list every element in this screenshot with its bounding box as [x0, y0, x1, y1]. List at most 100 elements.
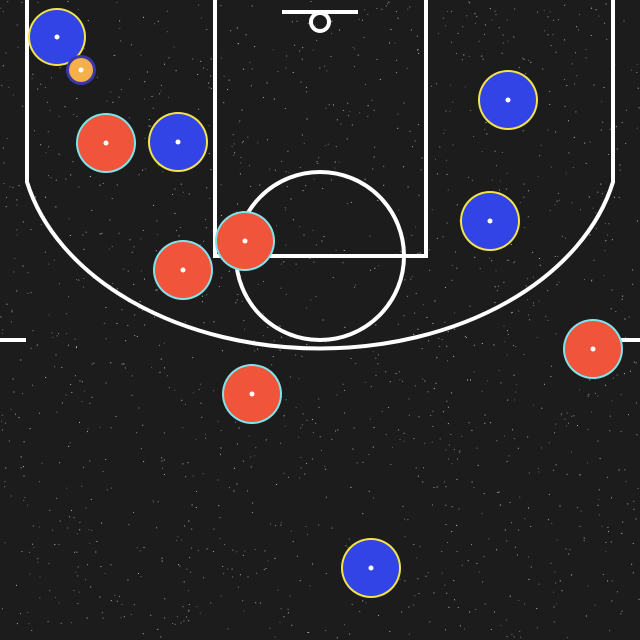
blue-player[interactable]: [460, 191, 520, 251]
floor-speckle: [48, 314, 50, 316]
floor-speckle: [110, 362, 112, 364]
floor-speckle: [435, 158, 436, 160]
floor-speckle: [439, 146, 441, 148]
red-player[interactable]: [76, 113, 136, 173]
blue-player[interactable]: [148, 112, 208, 172]
floor-speckle: [482, 58, 484, 60]
floor-speckle: [273, 340, 275, 342]
floor-speckle: [371, 99, 373, 101]
floor-speckle: [464, 335, 466, 337]
floor-speckle: [514, 438, 516, 440]
floor-speckle: [609, 630, 611, 632]
floor-speckle: [287, 150, 289, 152]
floor-speckle: [566, 425, 567, 427]
floor-speckle: [99, 233, 101, 235]
floor-speckle: [442, 17, 444, 19]
floor-speckle: [74, 551, 75, 553]
floor-speckle: [291, 21, 293, 23]
floor-speckle: [364, 178, 366, 180]
floor-speckle: [115, 415, 117, 417]
floor-speckle: [543, 9, 545, 11]
red-player[interactable]: [153, 240, 213, 300]
floor-speckle: [451, 531, 453, 533]
floor-speckle: [163, 342, 165, 344]
floor-speckle: [228, 270, 230, 272]
floor-speckle: [0, 7, 2, 9]
floor-speckle: [445, 449, 447, 451]
floor-speckle: [142, 633, 144, 635]
red-player[interactable]: [222, 364, 282, 424]
floor-speckle: [312, 229, 314, 231]
floor-speckle: [69, 235, 71, 236]
floor-speckle: [454, 599, 455, 601]
blue-player[interactable]: [341, 538, 401, 598]
floor-speckle: [23, 500, 25, 501]
floor-speckle: [533, 305, 535, 306]
floor-speckle: [28, 623, 30, 625]
red-player[interactable]: [563, 319, 623, 379]
floor-speckle: [2, 11, 4, 13]
floor-speckle: [511, 634, 513, 635]
floor-speckle: [611, 497, 612, 499]
blue-player[interactable]: [478, 70, 538, 130]
floor-speckle: [203, 67, 205, 69]
floor-speckle: [558, 199, 560, 201]
floor-speckle: [377, 199, 379, 201]
floor-speckle: [530, 566, 532, 568]
blue-player[interactable]: [28, 8, 86, 66]
floor-speckle: [621, 610, 623, 612]
floor-speckle: [168, 57, 170, 59]
floor-speckle: [595, 392, 596, 394]
floor-speckle: [49, 109, 51, 111]
floor-speckle: [372, 446, 374, 448]
floor-speckle: [265, 568, 267, 569]
floor-speckle: [54, 544, 56, 546]
floor-speckle: [476, 447, 478, 449]
floor-speckle: [240, 275, 242, 277]
floor-speckle: [128, 524, 130, 526]
floor-speckle: [409, 130, 411, 132]
floor-speckle: [571, 574, 573, 576]
floor-speckle: [633, 508, 635, 510]
floor-speckle: [87, 428, 89, 430]
floor-speckle: [302, 190, 304, 192]
floor-speckle: [345, 545, 347, 547]
floor-speckle: [470, 379, 471, 381]
floor-speckle: [274, 557, 276, 559]
floor-speckle: [306, 118, 308, 120]
floor-speckle: [394, 42, 396, 44]
floor-speckle: [602, 574, 604, 575]
floor-speckle: [445, 524, 447, 525]
floor-speckle: [285, 399, 287, 401]
floor-speckle: [474, 13, 476, 15]
floor-speckle: [109, 219, 111, 221]
floor-speckle: [66, 333, 67, 334]
floor-speckle: [568, 152, 570, 154]
floor-speckle: [33, 547, 35, 548]
floor-speckle: [471, 544, 472, 546]
floor-speckle: [529, 319, 531, 321]
floor-speckle: [239, 173, 241, 175]
floor-speckle: [615, 311, 617, 312]
floor-speckle: [40, 224, 42, 226]
floor-speckle: [47, 621, 49, 623]
floor-speckle: [397, 127, 399, 129]
floor-speckle: [554, 204, 556, 206]
floor-speckle: [8, 440, 10, 442]
floor-speckle: [237, 294, 239, 295]
floor-speckle: [403, 166, 405, 168]
red-player[interactable]: [215, 211, 275, 271]
floor-speckle: [301, 355, 303, 357]
floor-speckle: [16, 623, 18, 625]
floor-speckle: [201, 416, 203, 418]
floor-speckle: [220, 184, 222, 186]
floor-speckle: [243, 68, 245, 70]
basketball-icon[interactable]: [66, 55, 96, 85]
floor-speckle: [568, 120, 569, 122]
floor-speckle: [45, 152, 47, 154]
floor-speckle: [584, 279, 585, 280]
floor-speckle: [570, 575, 572, 577]
floor-speckle: [162, 467, 163, 469]
floor-speckle: [408, 606, 410, 608]
floor-speckle: [45, 196, 46, 198]
